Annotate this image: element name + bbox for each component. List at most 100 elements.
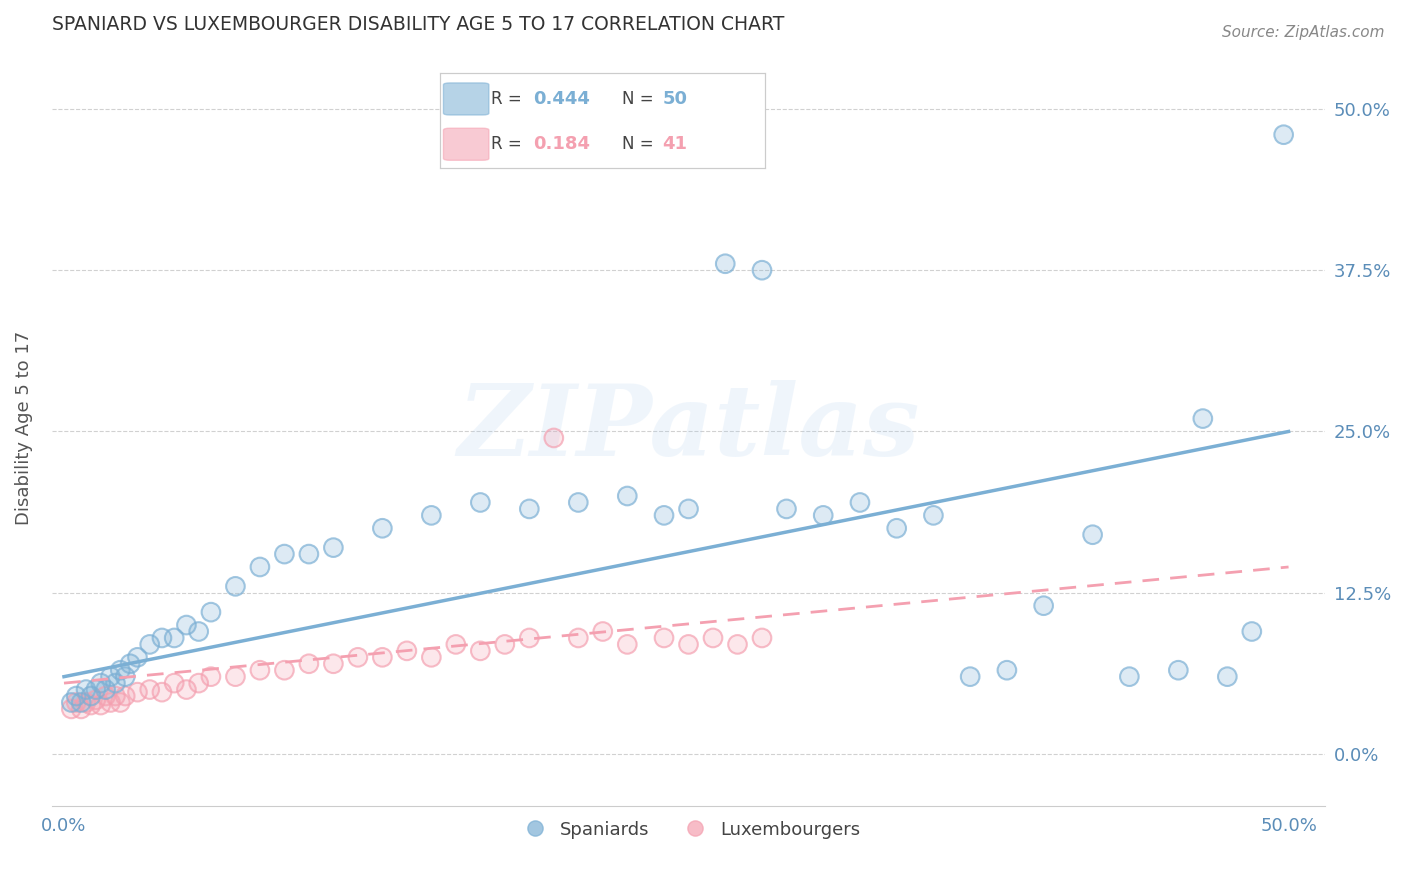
Point <box>150 631 173 645</box>
Point <box>94 689 117 703</box>
Point <box>616 637 638 651</box>
Point <box>65 696 87 710</box>
Point <box>104 676 127 690</box>
Point <box>60 696 83 710</box>
Point <box>298 657 321 671</box>
Point <box>995 663 1018 677</box>
Point <box>100 696 122 710</box>
Point <box>273 663 295 677</box>
Point <box>65 689 87 703</box>
Point <box>727 637 749 651</box>
Point <box>678 502 700 516</box>
Text: ZIPatlas: ZIPatlas <box>457 380 920 476</box>
Point <box>1272 128 1295 142</box>
Point <box>1081 527 1104 541</box>
Point <box>652 508 675 523</box>
Point <box>1240 624 1263 639</box>
Point <box>678 637 700 651</box>
Point <box>678 502 700 516</box>
Point <box>751 631 773 645</box>
Point <box>150 631 173 645</box>
Point <box>849 495 872 509</box>
Point <box>65 696 87 710</box>
Point <box>298 547 321 561</box>
Point <box>163 631 186 645</box>
Point <box>616 637 638 651</box>
Point <box>70 702 93 716</box>
Point <box>444 637 467 651</box>
Point <box>420 650 443 665</box>
Point <box>517 631 540 645</box>
Point <box>444 637 467 651</box>
Point <box>120 657 142 671</box>
Point <box>322 541 344 555</box>
Point <box>678 637 700 651</box>
Point <box>322 657 344 671</box>
Point <box>616 489 638 503</box>
Point <box>1081 527 1104 541</box>
Point <box>592 624 614 639</box>
Point <box>959 670 981 684</box>
Point <box>138 637 160 651</box>
Point <box>543 431 565 445</box>
Point <box>176 682 198 697</box>
Point <box>138 682 160 697</box>
Point <box>1167 663 1189 677</box>
Text: SPANIARD VS LUXEMBOURGER DISABILITY AGE 5 TO 17 CORRELATION CHART: SPANIARD VS LUXEMBOURGER DISABILITY AGE … <box>52 15 785 34</box>
Point <box>995 663 1018 677</box>
Point <box>100 696 122 710</box>
Point <box>163 631 186 645</box>
Point <box>84 682 107 697</box>
Point <box>75 696 97 710</box>
Point <box>1272 128 1295 142</box>
Point <box>94 682 117 697</box>
Point <box>347 650 370 665</box>
Point <box>616 489 638 503</box>
Point <box>110 696 132 710</box>
Point <box>298 547 321 561</box>
Point <box>100 670 122 684</box>
Point <box>127 685 149 699</box>
Point <box>273 547 295 561</box>
Point <box>371 521 394 535</box>
Point <box>751 631 773 645</box>
Point <box>1167 663 1189 677</box>
Point <box>567 631 589 645</box>
Point <box>517 631 540 645</box>
Point <box>127 685 149 699</box>
Point <box>886 521 908 535</box>
Point <box>1032 599 1054 613</box>
Point <box>127 650 149 665</box>
Point <box>80 698 103 712</box>
Point <box>70 696 93 710</box>
Point <box>543 431 565 445</box>
Point <box>1192 411 1215 425</box>
Point <box>249 560 271 574</box>
Point <box>470 644 492 658</box>
Point <box>120 657 142 671</box>
Point <box>187 676 209 690</box>
Point <box>84 693 107 707</box>
Point <box>1118 670 1140 684</box>
Point <box>567 495 589 509</box>
Point <box>702 631 724 645</box>
Point <box>249 663 271 677</box>
Text: Source: ZipAtlas.com: Source: ZipAtlas.com <box>1222 25 1385 40</box>
Point <box>138 637 160 651</box>
Point <box>751 263 773 277</box>
Legend: Spaniards, Luxembourgers: Spaniards, Luxembourgers <box>509 814 868 846</box>
Point <box>187 624 209 639</box>
Point <box>322 541 344 555</box>
Point <box>94 689 117 703</box>
Point <box>200 605 222 619</box>
Point <box>224 670 246 684</box>
Point <box>714 257 737 271</box>
Point <box>114 670 136 684</box>
Point <box>70 696 93 710</box>
Point <box>65 689 87 703</box>
Point <box>1240 624 1263 639</box>
Point <box>110 696 132 710</box>
Point <box>110 663 132 677</box>
Point <box>60 696 83 710</box>
Point <box>176 618 198 632</box>
